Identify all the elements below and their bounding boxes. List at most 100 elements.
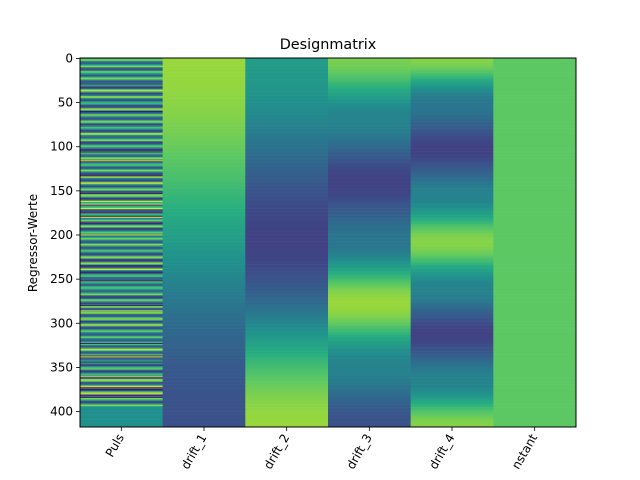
heatmap-cell bbox=[245, 359, 329, 362]
heatmap-cell bbox=[328, 236, 412, 239]
heatmap-cell bbox=[493, 391, 577, 394]
heatmap-cell bbox=[162, 160, 246, 163]
heatmap-cell bbox=[80, 70, 164, 72]
heatmap-cell bbox=[245, 209, 329, 212]
heatmap-cell bbox=[410, 61, 494, 64]
heatmap-cell bbox=[410, 70, 494, 73]
heatmap-cell bbox=[493, 139, 577, 142]
heatmap-cell bbox=[162, 112, 246, 115]
heatmap-cell bbox=[328, 305, 412, 308]
heatmap-cell bbox=[162, 100, 246, 103]
heatmap-cell bbox=[80, 152, 164, 154]
heatmap-cell bbox=[80, 321, 164, 324]
heatmap-cell bbox=[162, 395, 246, 398]
heatmap-cell bbox=[80, 175, 164, 177]
heatmap-cell bbox=[328, 285, 412, 288]
heatmap-cell bbox=[410, 239, 494, 242]
heatmap-cell bbox=[245, 416, 329, 419]
heatmap-cell bbox=[245, 206, 329, 209]
heatmap-cell bbox=[245, 393, 329, 396]
heatmap-cell bbox=[245, 70, 329, 73]
heatmap-cell bbox=[410, 365, 494, 368]
heatmap-cell bbox=[162, 96, 246, 99]
heatmap-cell bbox=[410, 158, 494, 161]
heatmap-cell bbox=[410, 331, 494, 334]
heatmap-cell bbox=[328, 308, 412, 311]
heatmap-cell bbox=[162, 125, 246, 128]
heatmap-cell bbox=[80, 311, 164, 313]
heatmap-cell bbox=[162, 271, 246, 274]
heatmap-cell bbox=[80, 149, 164, 151]
heatmap-cell bbox=[80, 77, 164, 79]
heatmap-cell bbox=[245, 199, 329, 202]
heatmap-cell bbox=[410, 379, 494, 382]
heatmap-cell bbox=[80, 407, 164, 409]
heatmap-cell bbox=[493, 96, 577, 99]
heatmap-cell bbox=[80, 190, 164, 192]
heatmap-cell bbox=[328, 135, 412, 138]
heatmap-cell bbox=[80, 361, 164, 363]
heatmap-cell bbox=[245, 192, 329, 195]
heatmap-cell bbox=[80, 262, 164, 264]
heatmap-cell bbox=[245, 176, 329, 179]
heatmap-cell bbox=[493, 236, 577, 239]
heatmap-cell bbox=[80, 259, 164, 261]
heatmap-cell bbox=[245, 73, 329, 76]
heatmap-cell bbox=[162, 252, 246, 255]
heatmap-cell bbox=[493, 197, 577, 200]
heatmap-cell bbox=[80, 342, 164, 344]
heatmap-cell bbox=[493, 287, 577, 290]
heatmap-cell bbox=[80, 401, 164, 403]
heatmap-cell bbox=[493, 229, 577, 232]
heatmap-cell bbox=[80, 326, 164, 328]
heatmap-cell bbox=[493, 253, 577, 257]
heatmap-cell bbox=[328, 282, 412, 285]
heatmap-cell bbox=[328, 296, 412, 299]
heatmap-cell bbox=[245, 58, 329, 61]
heatmap-cell bbox=[328, 303, 412, 306]
heatmap-cell bbox=[410, 193, 494, 197]
heatmap-cell bbox=[80, 192, 164, 194]
heatmap-cell bbox=[162, 227, 246, 230]
heatmap-cell bbox=[80, 201, 164, 203]
heatmap-cell bbox=[162, 298, 246, 301]
heatmap-cell bbox=[162, 285, 246, 288]
heatmap-cell bbox=[80, 214, 164, 216]
heatmap-cell bbox=[410, 253, 494, 257]
heatmap-cell bbox=[80, 249, 164, 251]
heatmap-cell bbox=[80, 317, 164, 319]
heatmap-cell bbox=[328, 172, 412, 175]
heatmap-cell bbox=[410, 289, 494, 292]
heatmap-cell bbox=[410, 133, 494, 136]
heatmap-cell bbox=[80, 359, 164, 361]
heatmap-cell bbox=[245, 358, 329, 361]
heatmap-cell bbox=[493, 386, 577, 389]
heatmap-cell bbox=[493, 128, 577, 131]
heatmap-cell bbox=[328, 321, 412, 324]
heatmap-cell bbox=[80, 205, 164, 207]
heatmap-cell bbox=[80, 110, 164, 112]
heatmap-cell bbox=[493, 321, 577, 324]
heatmap-cell bbox=[162, 103, 246, 106]
heatmap-cell bbox=[162, 289, 246, 292]
heatmap-cell bbox=[162, 301, 246, 304]
heatmap-cell bbox=[80, 371, 164, 373]
heatmap-cell bbox=[245, 391, 329, 394]
heatmap-cell bbox=[80, 328, 164, 330]
heatmap-cell bbox=[410, 209, 494, 212]
heatmap-cell bbox=[328, 89, 412, 92]
heatmap-cell bbox=[328, 165, 412, 168]
heatmap-cell bbox=[245, 72, 329, 75]
heatmap-cell bbox=[162, 340, 246, 343]
heatmap-cell bbox=[80, 136, 164, 138]
heatmap-cell bbox=[493, 282, 577, 285]
heatmap-cell bbox=[162, 326, 246, 329]
heatmap-cell bbox=[493, 206, 577, 209]
heatmap-cell bbox=[245, 118, 329, 121]
heatmap-cell bbox=[162, 259, 246, 262]
heatmap-cell bbox=[80, 89, 164, 91]
heatmap-cell bbox=[80, 93, 164, 95]
heatmap-cell bbox=[328, 178, 412, 181]
heatmap-cell bbox=[245, 139, 329, 142]
heatmap-cell bbox=[328, 356, 412, 359]
